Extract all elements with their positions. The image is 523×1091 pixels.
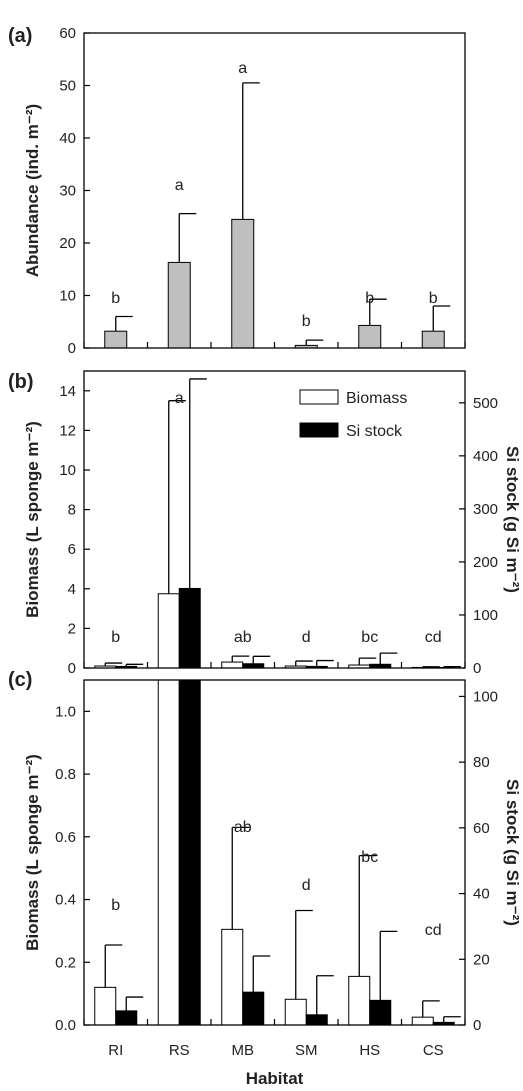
y2-tick-label: 100 <box>473 607 498 624</box>
bar-biomass-mb <box>222 662 243 668</box>
significance-letter-cs: cd <box>425 922 442 939</box>
y2-tick-label: 400 <box>473 448 498 465</box>
bar-biomass-hs <box>349 976 370 1025</box>
bar-biomass-ri <box>95 987 116 1025</box>
y-tick-label: 0 <box>68 340 76 357</box>
significance-letter-sm: d <box>302 877 311 894</box>
bar-abundance-ri <box>105 331 127 348</box>
y2-axis-label: Si stock (g Si m⁻²) <box>503 779 522 926</box>
x-axis-label: Habitat <box>246 1069 304 1088</box>
y2-tick-label: 200 <box>473 554 498 571</box>
bar-biomass-sm <box>285 999 306 1025</box>
significance-letter-rs: a <box>175 390 184 407</box>
panel-c <box>84 0 465 1025</box>
significance-letter-hs: b <box>365 290 374 307</box>
x-tick-label-hs: HS <box>359 1042 380 1059</box>
y-tick-label: 10 <box>59 462 76 479</box>
y-tick-label: 10 <box>59 288 76 305</box>
y-tick-label: 12 <box>59 422 76 439</box>
y-tick-label: 0.6 <box>55 829 76 846</box>
bar-abundance-mb <box>232 219 254 348</box>
bar-si-stock-mb <box>243 992 264 1025</box>
significance-letter-mb: ab <box>234 819 252 836</box>
y2-tick-label: 80 <box>473 754 490 771</box>
significance-letter-mb: a <box>238 60 247 77</box>
legend-label-biomass: Biomass <box>346 390 407 407</box>
bar-abundance-rs <box>168 262 190 348</box>
significance-letter-ri: b <box>111 290 120 307</box>
y-tick-label: 60 <box>59 25 76 42</box>
bar-biomass-cs <box>412 1017 433 1025</box>
panel-b <box>84 371 465 668</box>
x-tick-label-cs: CS <box>423 1042 444 1059</box>
y2-tick-label: 500 <box>473 395 498 412</box>
y2-tick-label: 100 <box>473 688 498 705</box>
panel-label: (c) <box>8 669 32 691</box>
y-tick-label: 30 <box>59 183 76 200</box>
plot-frame <box>84 371 465 668</box>
panel-label: (a) <box>8 25 32 47</box>
bar-si-stock-ri <box>116 1011 137 1025</box>
significance-letter-hs: bc <box>361 849 378 866</box>
y-tick-label: 2 <box>68 620 76 637</box>
y-tick-label: 0.0 <box>55 1017 76 1034</box>
legend-label-si-stock: Si stock <box>346 423 403 440</box>
y2-tick-label: 60 <box>473 820 490 837</box>
panel-a <box>84 33 465 348</box>
y-axis-label: Biomass (L sponge m⁻²) <box>23 421 42 618</box>
legend-swatch-si-stock <box>300 423 338 437</box>
bars-group <box>95 379 461 668</box>
bar-abundance-cs <box>422 331 444 348</box>
x-tick-label-ri: RI <box>108 1042 123 1059</box>
significance-letter-mb: ab <box>234 629 252 646</box>
plot-frame <box>84 33 465 348</box>
y2-tick-label: 0 <box>473 1017 481 1034</box>
y-axis-label: Abundance (ind. m⁻²) <box>23 104 42 277</box>
y2-tick-label: 40 <box>473 886 490 903</box>
plot-frame <box>84 680 465 1025</box>
significance-letter-sm: b <box>302 313 311 330</box>
significance-letter-sm: d <box>302 629 311 646</box>
bar-abundance-hs <box>359 325 381 348</box>
significance-letter-cs: cd <box>425 629 442 646</box>
y-tick-label: 4 <box>68 581 76 598</box>
y-tick-label: 20 <box>59 235 76 252</box>
significance-letter-ri: b <box>111 897 120 914</box>
significance-letter-rs: a <box>175 177 184 194</box>
bars-group <box>95 0 461 1025</box>
bar-si-stock-sm <box>306 1015 327 1025</box>
x-tick-label-sm: SM <box>295 1042 318 1059</box>
significance-letter-ri: b <box>111 629 120 646</box>
y-tick-label: 50 <box>59 78 76 95</box>
y-tick-label: 0 <box>68 660 76 677</box>
y-tick-label: 0.2 <box>55 954 76 971</box>
bars-group <box>105 83 451 348</box>
significance-letter-hs: bc <box>361 629 378 646</box>
y2-tick-label: 300 <box>473 501 498 518</box>
y2-axis-label: Si stock (g Si m⁻²) <box>503 446 522 593</box>
y2-tick-label: 0 <box>473 660 481 677</box>
x-tick-label-rs: RS <box>169 1042 190 1059</box>
significance-letter-cs: b <box>429 290 438 307</box>
y-tick-label: 1.0 <box>55 703 76 720</box>
y-tick-label: 8 <box>68 502 76 519</box>
y2-tick-label: 20 <box>473 951 490 968</box>
x-tick-label-mb: MB <box>232 1042 255 1059</box>
y-axis-label: Biomass (L sponge m⁻²) <box>23 754 42 951</box>
panel-label: (b) <box>8 371 34 393</box>
bar-biomass-rs <box>158 594 179 668</box>
y-tick-label: 0.4 <box>55 892 76 909</box>
bar-si-stock-hs <box>370 1000 391 1025</box>
bar-biomass-mb <box>222 929 243 1025</box>
legend-swatch-biomass <box>300 390 338 404</box>
bar-si-stock-rs <box>179 588 200 668</box>
y-tick-label: 40 <box>59 130 76 147</box>
y-tick-label: 6 <box>68 541 76 558</box>
y-tick-label: 0.8 <box>55 766 76 783</box>
y-tick-label: 14 <box>59 383 76 400</box>
